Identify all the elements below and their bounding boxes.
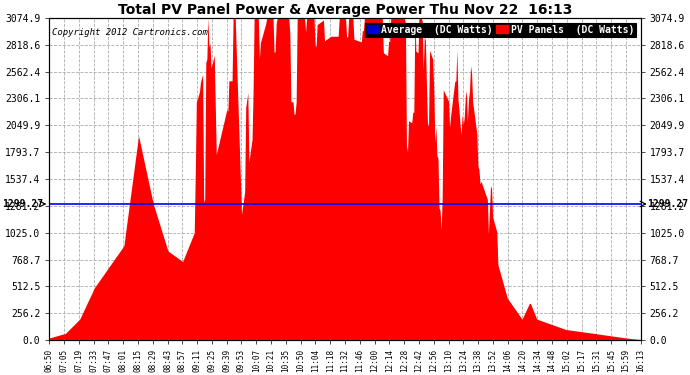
Text: Copyright 2012 Cartronics.com: Copyright 2012 Cartronics.com xyxy=(52,28,208,37)
Text: 1299.27: 1299.27 xyxy=(647,199,688,209)
Title: Total PV Panel Power & Average Power Thu Nov 22  16:13: Total PV Panel Power & Average Power Thu… xyxy=(118,3,572,17)
Text: 1299.27: 1299.27 xyxy=(2,199,43,209)
Legend: Average  (DC Watts), PV Panels  (DC Watts): Average (DC Watts), PV Panels (DC Watts) xyxy=(365,23,636,37)
